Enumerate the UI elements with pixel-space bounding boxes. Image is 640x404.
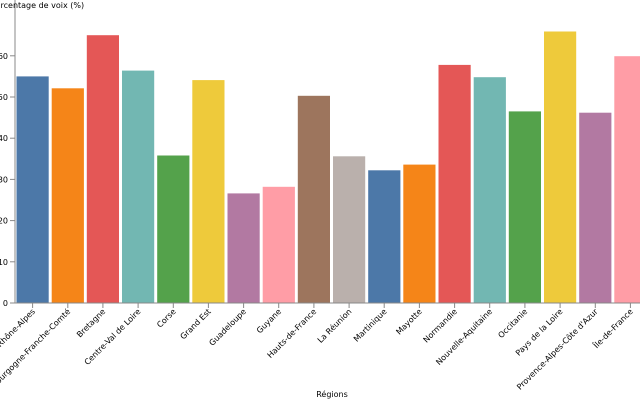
bar-2 — [87, 35, 119, 303]
x-tick-label-12: Normandie — [422, 307, 460, 345]
x-tick-label-5: Grand Est — [179, 307, 213, 341]
bar-10 — [368, 170, 400, 303]
bar-1 — [52, 88, 84, 303]
y-tick-label-0: 0 — [3, 299, 8, 308]
y-tick-label-10: 10 — [0, 258, 8, 267]
x-axis-title: Régions — [316, 389, 348, 399]
bars-layer — [17, 32, 640, 304]
bar-5 — [192, 80, 224, 303]
y-axis: 0 10 20 30 40 50 60 — [0, 0, 15, 308]
x-tick-label-4: Corse — [155, 307, 178, 330]
y-tick-label-50: 50 — [0, 93, 8, 102]
y-axis-title: Pourcentage de voix (%) — [0, 1, 84, 10]
bar-16 — [579, 113, 611, 303]
x-tick-label-6: Guadeloupe — [207, 307, 248, 348]
x-tick-label-10: Martinique — [352, 307, 389, 344]
x-tick-label-1: Bourgogne-Franche-Comté — [0, 306, 72, 389]
bar-13 — [474, 77, 506, 303]
x-tick-label-9: La Réunion — [315, 306, 353, 344]
bar-9 — [333, 156, 365, 303]
bar-3 — [122, 71, 154, 303]
y-tick-label-30: 30 — [0, 175, 8, 184]
x-tick-label-7: Guyane — [255, 307, 283, 335]
bar-17 — [614, 56, 640, 303]
bar-4 — [157, 156, 189, 304]
y-tick-label-40: 40 — [0, 134, 8, 143]
bar-0 — [17, 76, 49, 303]
x-tick-label-11: Mayotte — [394, 307, 423, 336]
bar-12 — [439, 65, 471, 303]
x-tick-label-2: Bretagne — [75, 307, 107, 339]
bar-15 — [544, 32, 576, 304]
bar-7 — [263, 187, 295, 303]
bar-14 — [509, 111, 541, 303]
x-tick-label-14: Occitanie — [496, 307, 529, 340]
bar-11 — [403, 165, 435, 303]
bar-8 — [298, 96, 330, 303]
y-tick-label-20: 20 — [0, 217, 8, 226]
bar-6 — [228, 193, 260, 303]
y-tick-label-60: 60 — [0, 52, 8, 61]
x-axis: Auvergne-Rhône-AlpesBourgogne-Franche-Co… — [0, 303, 640, 392]
